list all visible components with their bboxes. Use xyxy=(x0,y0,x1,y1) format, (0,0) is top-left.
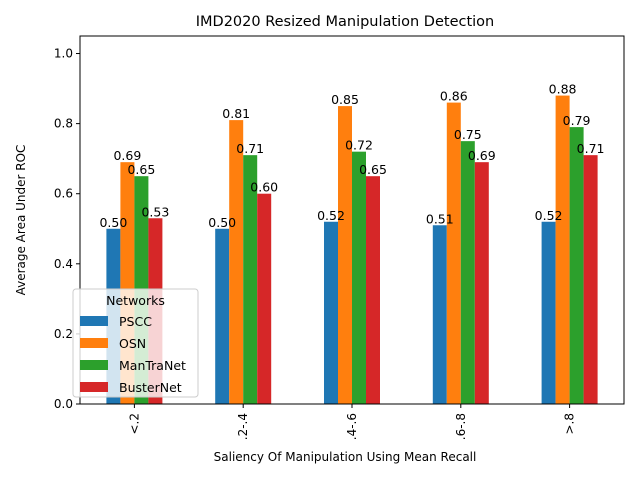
bar-mantranet-2 xyxy=(352,151,366,404)
legend-title: Networks xyxy=(106,293,165,308)
legend: Networks PSCC OSN ManTraNet BusterNet xyxy=(72,288,199,398)
y-axis: 0.0 0.2 0.4 0.6 0.8 1.0 xyxy=(54,47,80,411)
data-label-mantranet-3: 0.75 xyxy=(454,127,482,142)
data-label-osn-2: 0.85 xyxy=(331,92,359,107)
data-labels-group: 0.50 0.50 0.52 0.51 0.52 0.69 0.81 0.85 0.86 0.88… xyxy=(99,82,604,230)
data-label-osn-0: 0.69 xyxy=(113,148,141,163)
bar-osn-3 xyxy=(446,102,461,404)
bar-busternet-2 xyxy=(366,176,380,404)
legend-label-pscc: PSCC xyxy=(119,314,152,329)
data-label-pscc-0: 0.50 xyxy=(99,215,127,230)
data-label-mantranet-1: 0.71 xyxy=(236,141,264,156)
bar-osn-1 xyxy=(229,120,244,405)
legend-swatch-pscc xyxy=(80,316,108,326)
data-label-pscc-3: 0.51 xyxy=(426,211,454,226)
x-axis: <.2 .2-.4 .4-.6 .6-.8 >.8 xyxy=(127,404,577,440)
chart-title: IMD2020 Resized Manipulation Detection xyxy=(196,14,494,30)
x-tick-label: >.8 xyxy=(563,413,577,435)
data-label-busternet-3: 0.69 xyxy=(468,148,496,163)
y-tick-label: 0.2 xyxy=(54,327,73,341)
bar-pscc-2 xyxy=(324,221,338,404)
legend-swatch-mantranet xyxy=(80,360,108,370)
data-label-mantranet-2: 0.72 xyxy=(345,138,373,153)
data-label-busternet-2: 0.65 xyxy=(359,162,387,177)
y-tick-label: 0.6 xyxy=(54,187,73,201)
y-axis-label: Average Area Under ROC xyxy=(14,145,28,296)
data-label-pscc-1: 0.50 xyxy=(208,215,236,230)
data-label-mantranet-0: 0.65 xyxy=(127,162,155,177)
data-label-pscc-4: 0.52 xyxy=(535,208,563,223)
bar-busternet-1 xyxy=(257,193,272,404)
x-tick-label: .6-.8 xyxy=(454,413,468,440)
y-tick-label: 0.4 xyxy=(54,257,73,271)
data-label-busternet-4: 0.71 xyxy=(577,141,605,156)
y-tick-label: 0.8 xyxy=(54,117,73,131)
bar-osn-4 xyxy=(555,95,570,404)
y-tick-label: 0.0 xyxy=(54,397,73,411)
x-axis-label: Saliency Of Manipulation Using Mean Reca… xyxy=(214,450,477,464)
x-tick-label: .4-.6 xyxy=(345,413,359,440)
plot-frame xyxy=(79,35,625,405)
legend-label-osn: OSN xyxy=(119,336,146,351)
x-tick-label: .2-.4 xyxy=(236,413,250,440)
data-label-osn-1: 0.81 xyxy=(222,106,250,121)
bar-mantranet-4 xyxy=(569,127,584,405)
data-label-mantranet-4: 0.79 xyxy=(563,113,591,128)
bar-pscc-1 xyxy=(215,228,230,404)
y-tick-label: 1.0 xyxy=(54,47,73,61)
data-label-osn-4: 0.88 xyxy=(549,82,577,97)
data-label-osn-3: 0.86 xyxy=(440,89,468,104)
data-label-pscc-2: 0.52 xyxy=(317,208,345,223)
legend-swatch-busternet xyxy=(80,382,108,392)
legend-swatch-osn xyxy=(80,338,108,348)
legend-label-busternet: BusterNet xyxy=(119,380,182,395)
plot-border xyxy=(79,35,625,405)
legend-label-mantranet: ManTraNet xyxy=(119,358,186,373)
data-label-busternet-1: 0.60 xyxy=(250,180,278,195)
bar-mantranet-1 xyxy=(243,155,258,404)
data-label-busternet-0: 0.53 xyxy=(141,204,169,219)
bar-pscc-4 xyxy=(541,221,556,404)
bar-mantranet-3 xyxy=(460,141,475,404)
bar-busternet-3 xyxy=(474,162,489,404)
bar-busternet-4 xyxy=(583,155,598,404)
bar-pscc-3 xyxy=(432,225,447,404)
bar-osn-2 xyxy=(338,106,352,404)
x-tick-label: <.2 xyxy=(127,413,141,435)
